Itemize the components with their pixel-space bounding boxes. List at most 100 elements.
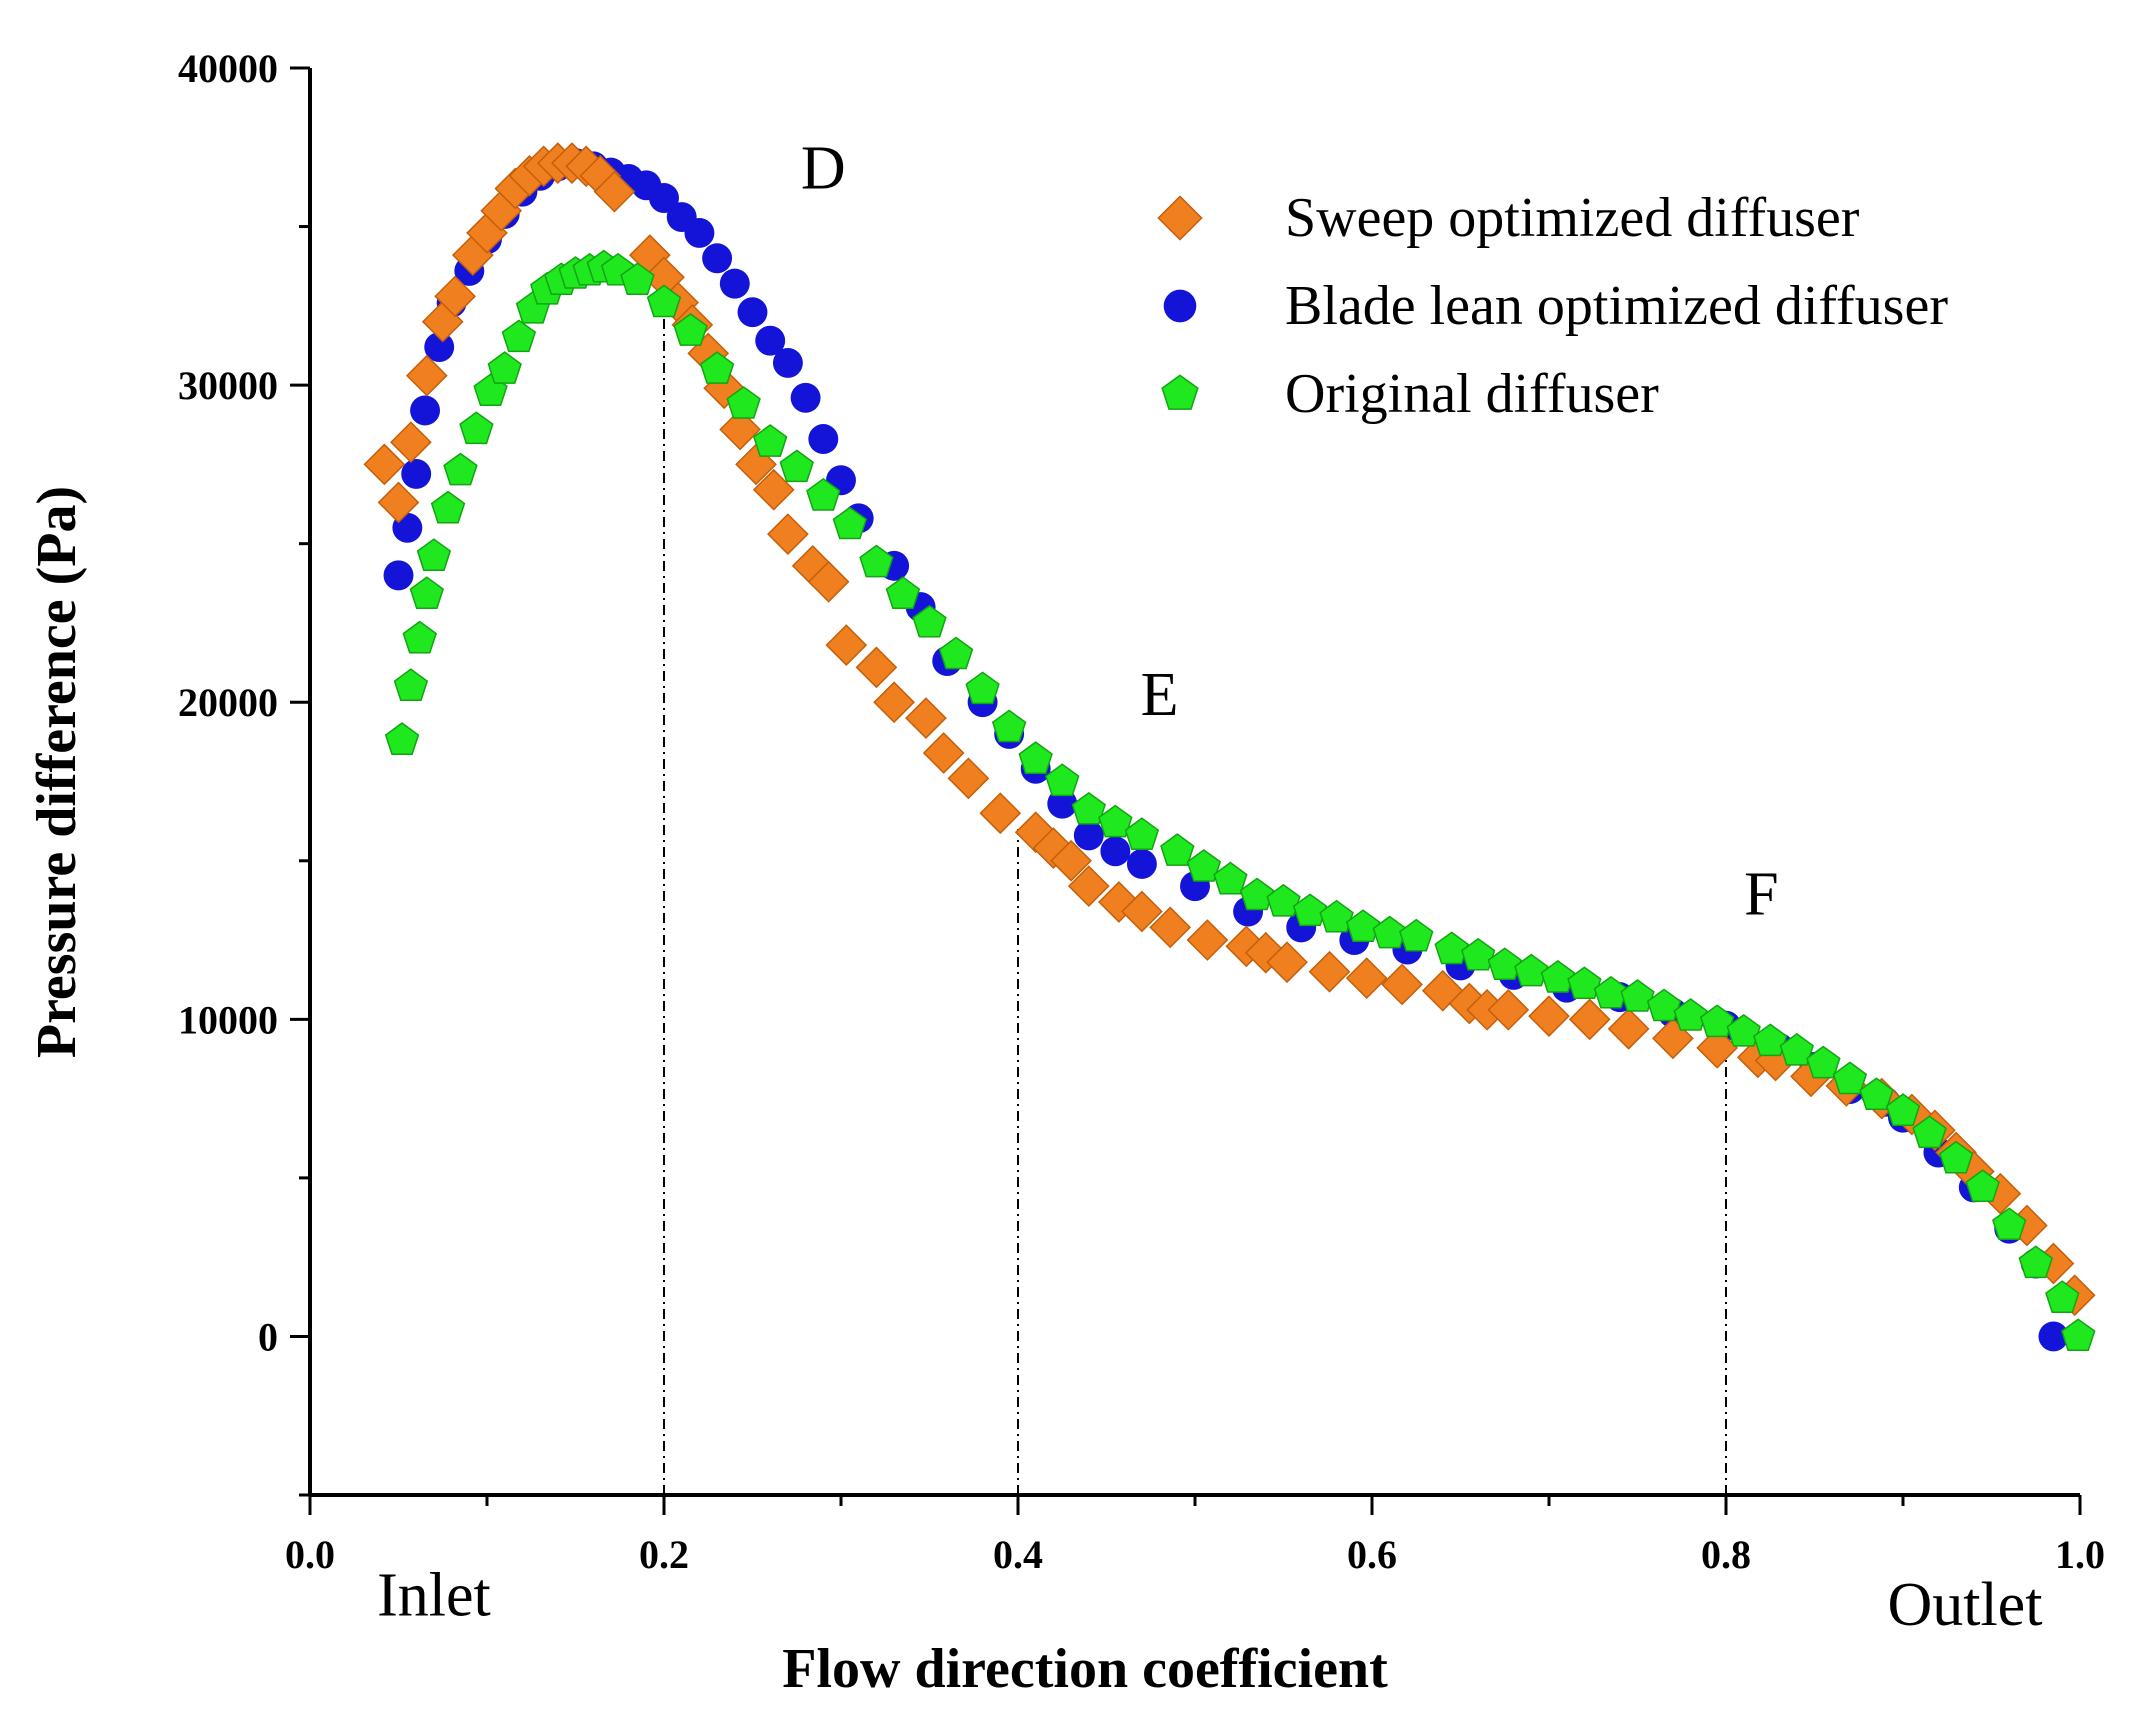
data-point [1912, 1115, 1947, 1149]
data-point [410, 395, 441, 426]
data-point [501, 319, 537, 353]
data-point [1806, 1045, 1841, 1079]
series-diamond [363, 142, 2096, 1317]
data-point [806, 477, 841, 511]
y-tick-label: 0 [258, 1314, 278, 1359]
data-point [1607, 1007, 1650, 1050]
data-point [1859, 1077, 1894, 1111]
data-point [1646, 988, 1682, 1022]
x-tick-label: 0.0 [285, 1532, 335, 1577]
data-point [2061, 1318, 2096, 1352]
data-point [649, 183, 679, 213]
data-point [1160, 833, 1195, 866]
data-point [1308, 950, 1351, 993]
data-point [1938, 1140, 1974, 1174]
annotations: Inlet Outlet D E F [377, 135, 2042, 1640]
data-point [1126, 848, 1157, 879]
data-point [1381, 963, 1423, 1006]
x-tick-label: 0.4 [993, 1532, 1043, 1577]
y-axis-title: Pressure difference (Pa) [26, 486, 88, 1058]
annotation-outlet: Outlet [1887, 1571, 2042, 1639]
data-point [409, 576, 444, 610]
data-point [684, 217, 715, 248]
data-point [1186, 919, 1229, 961]
legend-label: Original diffuser [1285, 363, 1659, 425]
data-point [1528, 995, 1570, 1038]
data-point [1568, 998, 1611, 1041]
data-point [1292, 893, 1328, 927]
data-point [390, 421, 432, 464]
data-point [424, 332, 455, 363]
data-point [1071, 791, 1106, 825]
annotation-e: E [1141, 661, 1179, 729]
legend-marker-diamond [1157, 195, 1203, 241]
data-point [922, 732, 965, 774]
data-point [1699, 1004, 1735, 1038]
data-point [755, 325, 786, 356]
data-point [1045, 763, 1080, 797]
data-point [767, 513, 809, 556]
data-point [1149, 906, 1192, 949]
data-point [459, 411, 494, 445]
x-tick-label: 1.0 [2055, 1532, 2105, 1577]
data-point [1098, 804, 1133, 838]
data-point [1753, 1023, 1788, 1057]
data-point [434, 275, 477, 318]
legend: Sweep optimized diffuser Blade lean optim… [1157, 187, 1948, 425]
data-point [1965, 1169, 2000, 1203]
data-point [1124, 817, 1160, 851]
y-tick-label: 30000 [178, 363, 278, 408]
data-point [905, 697, 947, 739]
data-point [991, 709, 1027, 743]
data-point [1372, 915, 1407, 949]
data-point [719, 268, 750, 299]
data-point [1673, 998, 1708, 1031]
data-point [1593, 975, 1629, 1009]
data-point [1319, 899, 1354, 933]
data-point [405, 354, 448, 397]
data-point [1239, 877, 1275, 911]
data-point [859, 544, 894, 578]
x-tick-label: 0.8 [1701, 1532, 1751, 1577]
data-point [1461, 937, 1496, 971]
data-point [1992, 1207, 2027, 1241]
data-point [1726, 1013, 1761, 1047]
data-point [1067, 865, 1110, 908]
data-point [1121, 890, 1163, 933]
axes: 0.0 0.2 0.4 0.6 0.8 1.0 0 10000 20000 30000 40000 [178, 46, 2105, 1577]
data-point [753, 424, 788, 457]
data-point [2018, 1245, 2053, 1279]
data-point [1696, 1027, 1739, 1069]
data-point [646, 284, 682, 318]
data-point [1779, 1032, 1814, 1066]
data-point [2045, 1280, 2080, 1314]
data-point [832, 506, 868, 540]
data-point [808, 424, 839, 454]
data-point [1050, 839, 1092, 882]
data-point [947, 757, 990, 800]
data-point [1345, 957, 1388, 999]
data-point [1620, 979, 1655, 1012]
x-tick-label: 0.2 [639, 1532, 689, 1577]
data-point [1487, 947, 1522, 981]
data-point [790, 382, 821, 413]
data-point [825, 624, 868, 667]
data-point [1213, 861, 1248, 895]
data-point [1885, 1093, 1921, 1126]
data-point [1487, 988, 1530, 1031]
data-point [752, 468, 795, 511]
data-point [1100, 836, 1131, 867]
y-tick-label: 20000 [178, 680, 278, 725]
data-point [384, 722, 420, 755]
data-point [807, 560, 850, 603]
data-point [938, 636, 974, 670]
data-point [430, 490, 466, 524]
data-point [673, 313, 708, 346]
annotation-inlet: Inlet [377, 1562, 491, 1630]
reference-lines [663, 299, 1727, 1495]
legend-marker-pentagon [1161, 374, 1199, 410]
series-pentagon [384, 249, 2096, 1352]
data-point [401, 458, 432, 489]
data-point [363, 443, 406, 486]
